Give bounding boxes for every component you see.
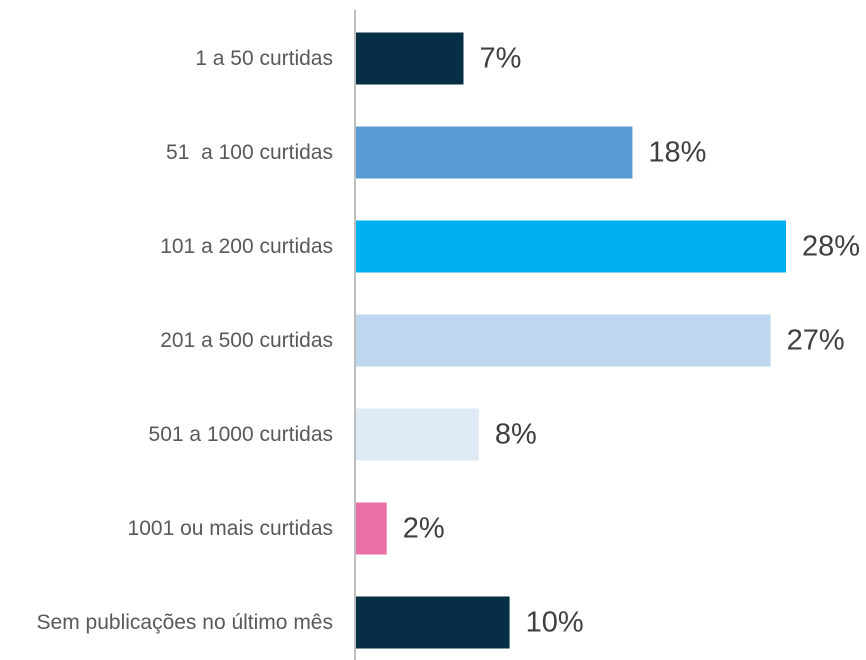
category-label-1: 51 a 100 curtidas bbox=[166, 141, 333, 164]
bar-5 bbox=[356, 502, 387, 555]
value-label-1: 18% bbox=[648, 137, 706, 169]
value-label-0: 7% bbox=[480, 43, 522, 75]
category-label-4: 501 a 1000 curtidas bbox=[149, 423, 333, 446]
bar-0 bbox=[356, 32, 464, 85]
value-label-6: 10% bbox=[526, 607, 584, 639]
bar-6 bbox=[356, 596, 510, 649]
bar-4 bbox=[356, 408, 479, 461]
category-label-5: 1001 ou mais curtidas bbox=[128, 517, 333, 540]
category-label-2: 101 a 200 curtidas bbox=[160, 235, 333, 258]
value-labels-group: 7% 18% 28% 27% 8% 2% 10% bbox=[403, 43, 860, 639]
value-label-3: 27% bbox=[787, 325, 845, 357]
bar-1 bbox=[356, 126, 633, 179]
value-label-5: 2% bbox=[403, 513, 445, 545]
category-labels-group: 1 a 50 curtidas 51 a 100 curtidas 101 a 20… bbox=[37, 47, 333, 634]
value-label-2: 28% bbox=[802, 231, 860, 263]
category-label-0: 1 a 50 curtidas bbox=[195, 47, 333, 70]
value-label-4: 8% bbox=[495, 419, 537, 451]
bar-3 bbox=[356, 314, 771, 367]
category-label-6: Sem publicações no último mês bbox=[37, 611, 333, 634]
bar-2 bbox=[356, 220, 786, 273]
bars-group bbox=[356, 32, 786, 649]
category-label-3: 201 a 500 curtidas bbox=[160, 329, 333, 352]
